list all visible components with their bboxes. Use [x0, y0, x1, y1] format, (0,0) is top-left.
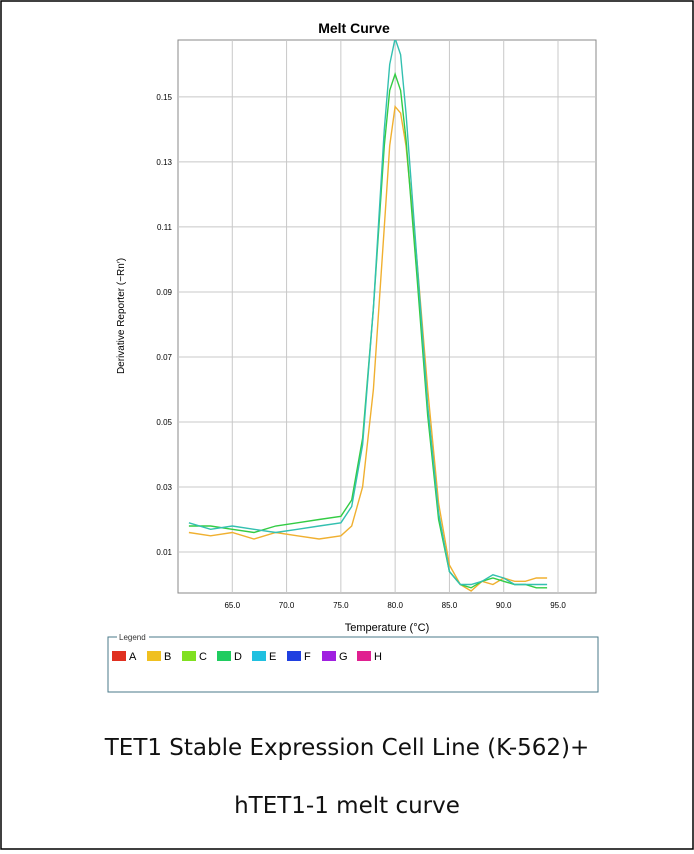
curve: [188, 104, 548, 592]
legend-swatch: [112, 651, 126, 661]
legend-label: E: [269, 651, 276, 663]
legend-title: Legend: [119, 633, 146, 642]
caption-line: TET1 Stable Expression Cell Line (K-562)…: [104, 735, 590, 761]
x-axis-label: Temperature (°C): [345, 622, 429, 634]
legend-swatch: [147, 651, 161, 661]
x-tick-label: 95.0: [550, 601, 566, 610]
legend-label: B: [164, 651, 171, 663]
legend-label: H: [374, 651, 382, 663]
legend-label: C: [199, 651, 207, 663]
curve: [188, 40, 548, 586]
x-tick-label: 85.0: [442, 601, 458, 610]
y-tick-label: 0.13: [156, 158, 172, 167]
plot-area: [177, 39, 597, 594]
y-tick-label: 0.09: [156, 288, 172, 297]
legend-swatch: [182, 651, 196, 661]
y-axis-label: Derivative Reporter (−Rn′): [116, 258, 127, 374]
legend-label: A: [129, 651, 137, 663]
legend-label: D: [234, 651, 242, 663]
y-tick-label: 0.03: [156, 483, 172, 492]
y-tick-label: 0.07: [156, 353, 172, 362]
x-tick-label: 90.0: [496, 601, 512, 610]
legend-label: G: [339, 651, 348, 663]
chart-title: Melt Curve: [318, 20, 390, 36]
legend-swatch: [287, 651, 301, 661]
y-tick-label: 0.05: [156, 418, 172, 427]
legend-swatch: [322, 651, 336, 661]
x-tick-label: 70.0: [279, 601, 295, 610]
y-tick-label: 0.15: [156, 93, 172, 102]
legend-title-bg: [117, 632, 149, 642]
curve: [188, 71, 548, 589]
legend-swatch: [217, 651, 231, 661]
caption-line: hTET1-1 melt curve: [234, 793, 460, 819]
x-tick-label: 80.0: [387, 601, 403, 610]
legend-swatch: [357, 651, 371, 661]
legend-box: [107, 636, 599, 693]
x-tick-label: 65.0: [224, 601, 240, 610]
y-tick-label: 0.01: [156, 548, 172, 557]
legend-label: F: [304, 651, 311, 663]
legend-swatch: [252, 651, 266, 661]
y-tick-label: 0.11: [157, 223, 173, 232]
x-tick-label: 75.0: [333, 601, 349, 610]
